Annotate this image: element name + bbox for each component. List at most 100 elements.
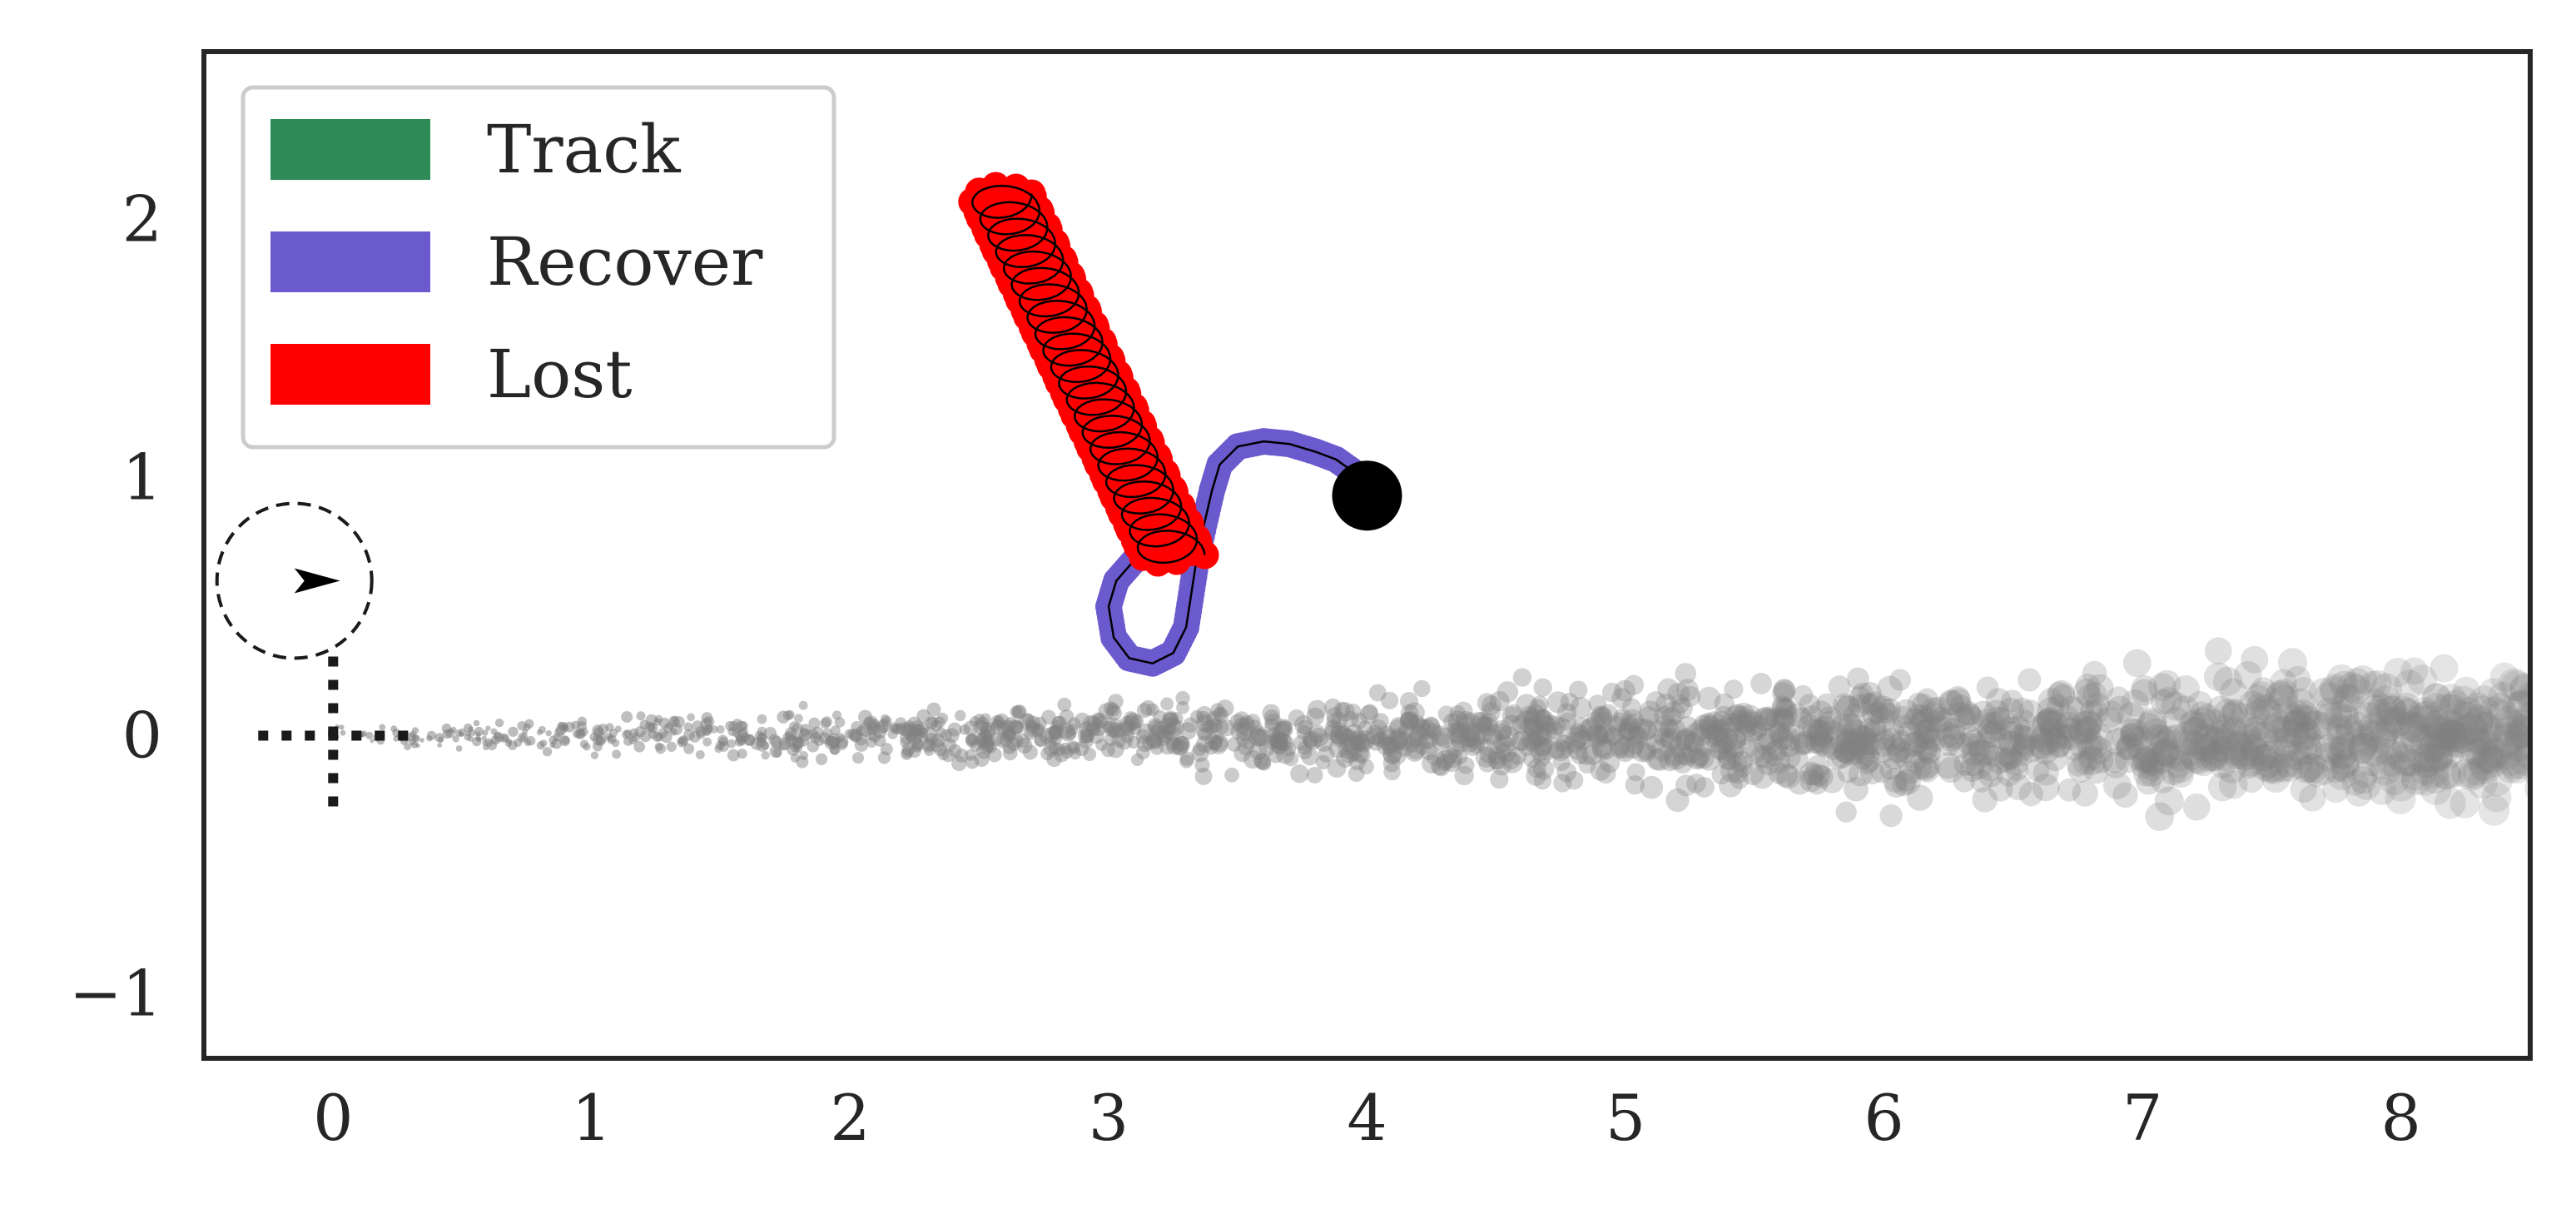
particle-point <box>1372 713 1389 730</box>
particle-point <box>2433 720 2463 750</box>
particle-point <box>2303 760 2330 788</box>
particle-point <box>1462 736 1482 756</box>
particle-point <box>1834 740 1857 764</box>
particle-point <box>1726 713 1746 733</box>
particle-point <box>1941 724 1967 749</box>
particle-point <box>595 733 608 744</box>
particle-point <box>1730 705 1753 729</box>
particle-point <box>2072 750 2097 775</box>
particle-point <box>2425 718 2457 749</box>
particle-point <box>959 724 970 735</box>
particle-point <box>2539 689 2570 720</box>
particle-point <box>1023 725 1038 740</box>
particle-point <box>1531 695 1549 714</box>
particle-point <box>1787 769 1813 795</box>
particle-point <box>1052 743 1066 757</box>
particle-point <box>1523 717 1545 739</box>
particle-point <box>1495 741 1517 763</box>
particle-point <box>2434 787 2466 819</box>
particle-point <box>2413 742 2444 773</box>
particle-point <box>2409 764 2441 796</box>
particle-point <box>2077 735 2103 762</box>
particle-point <box>2518 700 2530 732</box>
particle-point <box>1233 711 1250 728</box>
particle-point <box>1269 730 1289 750</box>
particle-point <box>1546 691 1570 714</box>
particle-point <box>1999 720 2024 745</box>
particle-point <box>1697 686 1721 710</box>
particle-point <box>2418 733 2448 763</box>
particle-point <box>2172 721 2200 749</box>
particle-point <box>2031 729 2054 753</box>
particle-point <box>1449 726 1468 745</box>
particle-point <box>1761 741 1787 766</box>
particle-point <box>2370 754 2402 786</box>
particle-point <box>2255 740 2282 769</box>
particle-point <box>901 724 916 739</box>
particle-point <box>917 727 928 739</box>
particle-point <box>1699 715 1723 740</box>
particle-point <box>1339 744 1359 764</box>
particle-point <box>1898 760 1923 784</box>
particle-point <box>1619 721 1639 741</box>
particle-point <box>2072 780 2098 807</box>
particle-point <box>1139 699 1156 716</box>
particle-point <box>1264 714 1283 731</box>
particle-point <box>1664 719 1686 742</box>
particle-point <box>821 716 832 728</box>
particle-point <box>2438 694 2467 723</box>
particle-point <box>906 732 917 744</box>
particle-point <box>2504 722 2530 751</box>
particle-point <box>873 734 886 747</box>
particle-point <box>1206 711 1222 727</box>
particle-point <box>1369 719 1388 738</box>
particle-point <box>2561 764 2576 794</box>
particle-point <box>2467 768 2498 799</box>
particle-point <box>2151 738 2180 767</box>
particle-point <box>1462 712 1479 729</box>
legend-label-track: Track <box>487 111 682 188</box>
particle-point <box>1462 728 1481 747</box>
particle-point <box>1675 729 1696 749</box>
particle-point <box>1594 706 1612 724</box>
particle-point <box>1382 746 1402 764</box>
particle-point <box>1711 764 1732 785</box>
particle-point <box>1349 729 1367 747</box>
particle-point <box>339 724 345 730</box>
particle-point <box>525 736 536 746</box>
particle-point <box>955 749 969 763</box>
particle-point <box>2460 708 2494 741</box>
particle-point <box>2046 734 2071 759</box>
particle-point <box>1163 724 1180 742</box>
particle-point <box>621 711 633 723</box>
particle-point <box>1912 734 1938 760</box>
particle-point <box>924 745 935 757</box>
particle-point <box>2407 664 2438 695</box>
particle-point <box>666 722 674 730</box>
particle-point <box>2330 749 2360 779</box>
particle-point <box>2319 674 2350 704</box>
particle-point <box>2457 762 2487 791</box>
particle-point <box>2282 710 2311 739</box>
particle-point <box>1441 746 1459 764</box>
particle-point <box>2180 717 2210 746</box>
particle-point <box>734 729 748 742</box>
particle-point <box>1010 720 1025 734</box>
particle-point <box>1690 749 1709 769</box>
particle-point <box>1829 728 1854 754</box>
particle-point <box>2534 698 2563 727</box>
particle-point <box>2251 694 2281 725</box>
particle-point <box>1534 713 1553 733</box>
particle-point <box>1870 761 1893 784</box>
particle-point <box>1571 730 1592 751</box>
particle-point <box>948 744 962 758</box>
particle-point <box>2261 712 2293 743</box>
particle-point <box>1266 727 1281 742</box>
particle-point <box>1308 699 1328 719</box>
particle-point <box>683 722 693 732</box>
particle-point <box>1719 747 1742 771</box>
particle-point <box>2218 769 2248 799</box>
particle-point <box>1907 729 1931 754</box>
particle-point <box>1533 709 1551 727</box>
particle-point <box>2478 794 2510 826</box>
